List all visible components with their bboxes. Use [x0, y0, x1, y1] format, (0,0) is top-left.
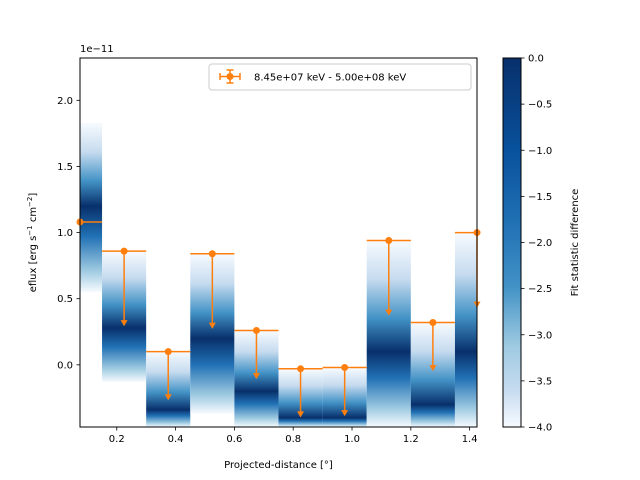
profile-bin	[454, 232, 477, 427]
point-marker	[341, 363, 349, 371]
upper-limit-arrow-head	[429, 365, 437, 372]
x-tick-label: 0.6	[226, 434, 242, 445]
upper-limit-point	[146, 348, 191, 401]
x-tick-label: 0.8	[285, 434, 301, 445]
x-tick-label: 1.0	[344, 434, 360, 445]
upper-limit-point	[234, 326, 279, 380]
legend-marker	[219, 69, 241, 84]
colorbar	[502, 57, 522, 428]
point-marker	[297, 365, 305, 373]
colorbar-tick-label: −2.5	[528, 284, 552, 295]
profile-bin	[80, 122, 103, 293]
x-tick-label: 0.4	[168, 434, 184, 445]
y-tick-label: 1.5	[57, 162, 73, 173]
y-scale-offset: 1e−11	[80, 44, 114, 55]
upper-limit-point	[322, 363, 367, 417]
point-marker	[120, 247, 128, 255]
upper-limit-arrow-head	[164, 394, 172, 401]
upper-limit-arrow-head	[385, 309, 393, 316]
colorbar-tick-label: −2.0	[528, 238, 552, 249]
data-points-layer	[76, 218, 481, 418]
point-marker	[385, 237, 393, 245]
upper-limit-arrow-head	[120, 320, 128, 327]
x-tick-label: 1.2	[403, 434, 419, 445]
upper-limit-arrow-head	[341, 410, 349, 417]
likelihood-profile-layer	[80, 122, 477, 427]
point-marker	[252, 326, 260, 334]
x-axis-ticks: 0.2 0.4 0.6 0.8 1.0 1.2 1.4	[109, 427, 478, 445]
y-tick-label: 2.0	[57, 96, 73, 107]
upper-limit-arrow-head	[297, 411, 305, 418]
legend-box	[208, 63, 472, 91]
colorbar-ticks: 0.0 −0.5 −1.0 −1.5 −2.0 −2.5 −3.0 −3.5 −4.0	[521, 54, 552, 434]
y-tick-label: 0.5	[57, 294, 73, 305]
upper-limit-point	[278, 365, 323, 418]
legend-label: 8.45e+07 keV - 5.00e+08 keV	[254, 73, 406, 84]
upper-limit-arrow-head	[252, 373, 260, 380]
upper-limit-point	[366, 237, 411, 316]
upper-limit-point	[410, 319, 455, 372]
y-axis-label: eflux [erg s−1 cm−2]	[26, 193, 39, 293]
point-marker	[429, 319, 437, 327]
upper-limit-arrow-head	[208, 322, 216, 329]
x-tick-label: 0.2	[109, 434, 125, 445]
colorbar-tick-label: −0.5	[528, 100, 552, 111]
x-axis-label: Projected-distance [°]	[224, 460, 333, 471]
colorbar-label: Fit statistic difference	[570, 189, 581, 297]
y-tick-label: 1.0	[57, 228, 73, 239]
plot-frame	[79, 57, 478, 428]
y-axis-ticks: 0.0 0.5 1.0 1.5 2.0	[57, 96, 80, 371]
y-tick-label: 0.0	[57, 360, 73, 371]
colorbar-tick-label: −1.5	[528, 192, 552, 203]
legend: 8.45e+07 keV - 5.00e+08 keV	[208, 63, 472, 91]
x-tick-label: 1.4	[462, 434, 478, 445]
colorbar-tick-label: −1.0	[528, 146, 552, 157]
point-marker	[208, 250, 216, 258]
colorbar-tick-label: −3.5	[528, 376, 552, 387]
point-marker	[164, 348, 172, 356]
upper-limit-point	[190, 250, 235, 329]
upper-limit-point	[102, 247, 147, 327]
colorbar-tick-label: −3.0	[528, 330, 552, 341]
colorbar-tick-label: 0.0	[528, 54, 544, 65]
colorbar-tick-label: −4.0	[528, 423, 552, 434]
